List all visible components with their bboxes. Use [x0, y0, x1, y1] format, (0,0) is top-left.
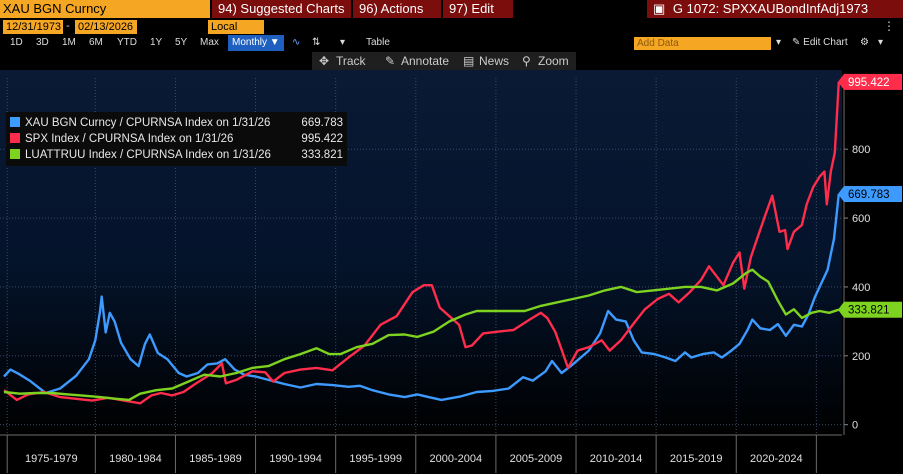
x-tick-label: 2000-2004 — [430, 453, 483, 465]
legend-label: SPX Index / CPURNSA Index on 1/31/26 — [25, 133, 234, 145]
y-tick-label: 200 — [852, 351, 870, 363]
series-end-label: 995.422 — [838, 73, 902, 90]
x-tick-label: 2010-2014 — [590, 453, 643, 465]
suggested-charts-button[interactable]: 94) Suggested Charts — [212, 0, 351, 18]
date-bar: 12/31/1973 - 02/13/2026 Local CCY ⋮ — [0, 18, 903, 47]
news-icon[interactable]: ▤ — [463, 54, 475, 68]
x-tick-label: 2020-2024 — [750, 453, 803, 465]
x-tick-label: 1975-1979 — [25, 453, 78, 465]
annotate-button[interactable]: Annotate — [401, 54, 450, 68]
news-button[interactable]: News — [479, 54, 510, 68]
line-chart-icon[interactable]: ∿ — [292, 37, 301, 48]
end-label-pointer — [838, 301, 844, 318]
period-ytd[interactable]: YTD — [117, 37, 137, 48]
series-line-0 — [3, 193, 840, 402]
period-bar: 1D 3D 1M 6M YTD 1Y 5Y Max Monthly ▼ ∿ ⇅ … — [0, 35, 903, 51]
track-icon[interactable]: ✥ — [319, 54, 330, 68]
settings-icon[interactable]: ⋮ — [883, 19, 895, 33]
chart-legend: XAU BGN Curncy / CPURNSA Index on 1/31/2… — [6, 112, 347, 166]
dropdown-icon[interactable]: ▾ — [776, 37, 782, 48]
end-date-field[interactable]: 02/13/2026 — [75, 20, 137, 34]
alert-icon: ▣ — [653, 1, 666, 16]
period-3d[interactable]: 3D — [36, 37, 49, 48]
frequency-select[interactable]: Monthly ▼ — [228, 35, 284, 51]
legend-item-spx[interactable]: SPX Index / CPURNSA Index on 1/31/26 — [10, 131, 233, 147]
chevron-down-icon[interactable]: ▾ — [878, 37, 884, 48]
x-tick-label: 1990-1994 — [269, 453, 322, 465]
legend-value: 669.783 — [301, 117, 343, 129]
annotate-icon[interactable]: ✎ — [385, 54, 396, 68]
zoom-icon[interactable]: ⚲ — [522, 54, 531, 68]
x-tick-label: 1995-1999 — [349, 453, 402, 465]
legend-value: 995.422 — [301, 133, 343, 145]
y-tick-label: 400 — [852, 282, 870, 294]
chart-id-label: ▣ G 1072: SPXXAUBondInfAdj1973 — [647, 0, 903, 18]
series-end-label: 669.783 — [838, 186, 902, 203]
track-button[interactable]: Track — [336, 54, 366, 68]
top-toolbar: XAU BGN Curncy 94) Suggested Charts 96) … — [0, 0, 903, 18]
currency-select[interactable]: Local CCY — [208, 20, 264, 47]
x-tick-label: 2015-2019 — [670, 453, 723, 465]
ticker-field[interactable]: XAU BGN Curncy — [0, 0, 210, 18]
legend-item-luattruu[interactable]: LUATTRUU Index / CPURNSA Index on 1/31/2… — [10, 147, 271, 163]
end-label-text: 995.422 — [848, 77, 890, 89]
legend-item-xau[interactable]: XAU BGN Curncy / CPURNSA Index on 1/31/2… — [10, 115, 270, 131]
end-label-text: 669.783 — [848, 189, 890, 201]
end-label-text: 333.821 — [848, 305, 890, 317]
end-label-pointer — [838, 73, 844, 90]
period-1y[interactable]: 1Y — [150, 37, 163, 48]
actions-button[interactable]: 96) Actions — [353, 0, 441, 18]
legend-value: 333.821 — [301, 149, 343, 161]
frequency-label: Monthly — [232, 37, 268, 48]
series-line-1 — [3, 81, 840, 405]
edit-chart-button[interactable]: ✎ Edit Chart — [792, 37, 848, 48]
y-tick-label: 600 — [852, 213, 870, 225]
zoom-button[interactable]: Zoom — [538, 54, 569, 68]
edit-chart-label: Edit Chart — [803, 37, 848, 48]
chart-tools: ✥ Track ✎ Annotate ▤ News ⚲ Zoom — [312, 52, 576, 70]
period-5y[interactable]: 5Y — [175, 37, 188, 48]
end-label-box — [844, 301, 902, 318]
legend-label: LUATTRUU Index / CPURNSA Index on 1/31/2… — [25, 149, 271, 161]
period-1m[interactable]: 1M — [62, 37, 76, 48]
period-1d[interactable]: 1D — [10, 37, 23, 48]
table-button[interactable]: Table — [366, 37, 390, 48]
y-tick-label: 0 — [852, 420, 858, 432]
y-tick-label: 800 — [852, 144, 870, 156]
legend-swatch — [10, 133, 20, 143]
gear-icon[interactable]: ⚙ — [860, 37, 869, 48]
legend-swatch — [10, 117, 20, 127]
legend-label: XAU BGN Curncy / CPURNSA Index on 1/31/2… — [25, 117, 271, 129]
series-line-2 — [3, 268, 840, 402]
add-data-input[interactable]: Add Data — [634, 37, 771, 50]
period-max[interactable]: Max — [200, 37, 219, 48]
bar-style-icon[interactable]: ⇅ — [312, 37, 321, 48]
x-tick-label: 1985-1989 — [189, 453, 242, 465]
end-label-box — [844, 186, 902, 203]
start-date-field[interactable]: 12/31/1973 — [3, 20, 63, 34]
x-tick-label: 2005-2009 — [510, 453, 563, 465]
legend-swatch — [10, 149, 20, 159]
edit-button[interactable]: 97) Edit — [443, 0, 513, 18]
chart-id-text: G 1072: SPXXAUBondInfAdj1973 — [672, 1, 869, 16]
date-separator: - — [66, 20, 70, 32]
series-end-label: 333.821 — [838, 301, 902, 318]
x-tick-label: 1980-1984 — [109, 453, 162, 465]
end-label-pointer — [838, 186, 844, 203]
period-6m[interactable]: 6M — [89, 37, 103, 48]
end-label-box — [844, 73, 902, 90]
dropdown-icon[interactable]: ▾ — [340, 37, 346, 48]
